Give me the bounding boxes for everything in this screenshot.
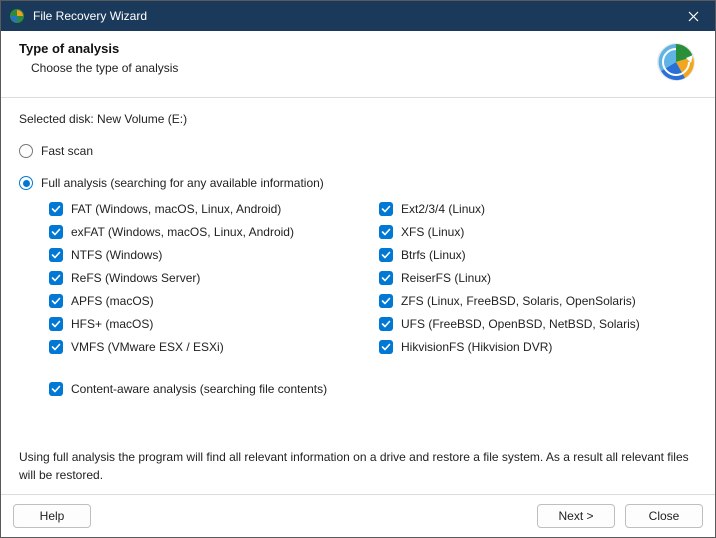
page-title: Type of analysis <box>19 41 655 56</box>
radio-fast-scan[interactable]: Fast scan <box>19 144 697 158</box>
selected-disk-label: Selected disk: New Volume (E:) <box>19 112 697 126</box>
help-button[interactable]: Help <box>13 504 91 528</box>
checkbox-indicator <box>379 294 393 308</box>
checkbox-filesystem[interactable]: HikvisionFS (Hikvision DVR) <box>379 340 697 354</box>
window-title: File Recovery Wizard <box>33 9 671 23</box>
checkbox-filesystem[interactable]: Ext2/3/4 (Linux) <box>379 202 697 216</box>
radio-indicator <box>19 144 33 158</box>
checkbox-label: ReiserFS (Linux) <box>401 271 491 285</box>
checkbox-label: APFS (macOS) <box>71 294 154 308</box>
checkbox-filesystem[interactable]: XFS (Linux) <box>379 225 697 239</box>
checkbox-indicator <box>379 317 393 331</box>
filesystem-options: FAT (Windows, macOS, Linux, Android) exFA… <box>49 202 697 354</box>
checkbox-filesystem[interactable]: NTFS (Windows) <box>49 248 379 262</box>
checkbox-label: HFS+ (macOS) <box>71 317 153 331</box>
checkbox-indicator <box>379 340 393 354</box>
content-area: Selected disk: New Volume (E:) Fast scan… <box>1 98 715 494</box>
close-window-button[interactable] <box>671 1 715 31</box>
checkbox-indicator <box>49 340 63 354</box>
checkbox-filesystem[interactable]: HFS+ (macOS) <box>49 317 379 331</box>
checkbox-label: Ext2/3/4 (Linux) <box>401 202 485 216</box>
checkbox-indicator <box>379 248 393 262</box>
checkbox-filesystem[interactable]: ReFS (Windows Server) <box>49 271 379 285</box>
checkbox-content-aware[interactable]: Content-aware analysis (searching file c… <box>49 382 697 396</box>
checkbox-filesystem[interactable]: VMFS (VMware ESX / ESXi) <box>49 340 379 354</box>
checkbox-indicator <box>49 202 63 216</box>
radio-label: Fast scan <box>41 144 93 158</box>
checkbox-indicator <box>49 225 63 239</box>
checkbox-label: HikvisionFS (Hikvision DVR) <box>401 340 552 354</box>
page-subtitle: Choose the type of analysis <box>31 61 655 75</box>
app-icon <box>9 8 25 24</box>
checkbox-indicator <box>379 271 393 285</box>
checkbox-filesystem[interactable]: ZFS (Linux, FreeBSD, Solaris, OpenSolari… <box>379 294 697 308</box>
titlebar: File Recovery Wizard <box>1 1 715 31</box>
checkbox-indicator <box>49 382 63 396</box>
wizard-header: Type of analysis Choose the type of anal… <box>1 31 715 98</box>
checkbox-indicator <box>379 225 393 239</box>
checkbox-label: exFAT (Windows, macOS, Linux, Android) <box>71 225 294 239</box>
checkbox-label: NTFS (Windows) <box>71 248 162 262</box>
checkbox-label: UFS (FreeBSD, OpenBSD, NetBSD, Solaris) <box>401 317 640 331</box>
checkbox-indicator <box>49 248 63 262</box>
next-button[interactable]: Next > <box>537 504 615 528</box>
checkbox-indicator <box>49 271 63 285</box>
checkbox-label: ZFS (Linux, FreeBSD, Solaris, OpenSolari… <box>401 294 636 308</box>
description-text: Using full analysis the program will fin… <box>19 437 697 484</box>
checkbox-label: FAT (Windows, macOS, Linux, Android) <box>71 202 281 216</box>
radio-full-analysis[interactable]: Full analysis (searching for any availab… <box>19 176 697 190</box>
checkbox-filesystem[interactable]: ReiserFS (Linux) <box>379 271 697 285</box>
checkbox-label: XFS (Linux) <box>401 225 464 239</box>
checkbox-filesystem[interactable]: FAT (Windows, macOS, Linux, Android) <box>49 202 379 216</box>
radio-indicator <box>19 176 33 190</box>
checkbox-filesystem[interactable]: exFAT (Windows, macOS, Linux, Android) <box>49 225 379 239</box>
checkbox-filesystem[interactable]: APFS (macOS) <box>49 294 379 308</box>
checkbox-indicator <box>379 202 393 216</box>
radio-label: Full analysis (searching for any availab… <box>41 176 324 190</box>
checkbox-label: Content-aware analysis (searching file c… <box>71 382 327 396</box>
checkbox-filesystem[interactable]: UFS (FreeBSD, OpenBSD, NetBSD, Solaris) <box>379 317 697 331</box>
checkbox-indicator <box>49 317 63 331</box>
close-button[interactable]: Close <box>625 504 703 528</box>
footer: Help Next > Close <box>1 494 715 537</box>
checkbox-indicator <box>49 294 63 308</box>
checkbox-label: ReFS (Windows Server) <box>71 271 200 285</box>
checkbox-filesystem[interactable]: Btrfs (Linux) <box>379 248 697 262</box>
wizard-icon <box>655 41 697 83</box>
wizard-window: File Recovery Wizard Type of analysis Ch… <box>0 0 716 538</box>
checkbox-label: VMFS (VMware ESX / ESXi) <box>71 340 224 354</box>
checkbox-label: Btrfs (Linux) <box>401 248 466 262</box>
